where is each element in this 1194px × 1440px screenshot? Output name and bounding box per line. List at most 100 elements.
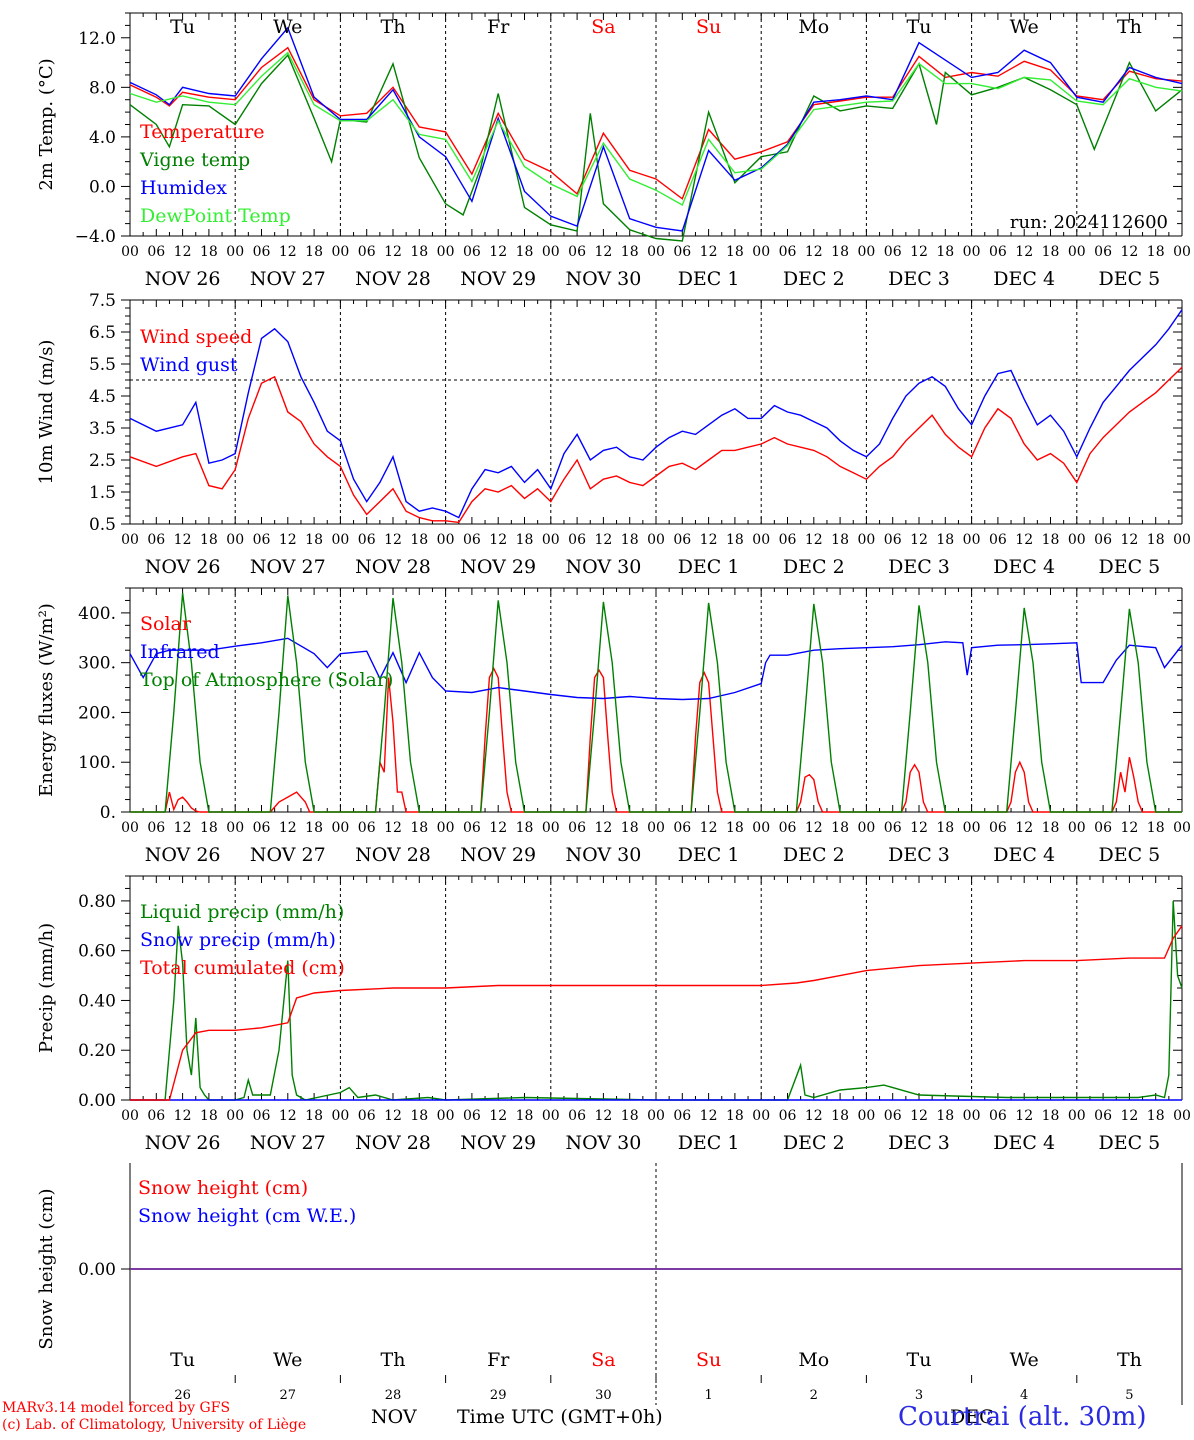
hour-tick-label: 18 xyxy=(1147,244,1165,260)
hour-tick-label: 00 xyxy=(437,1108,455,1124)
day-number-label: 29 xyxy=(490,1388,507,1403)
y-axis-label: Energy fluxes (W/m²) xyxy=(36,603,57,797)
y-tick-label: 1.5 xyxy=(89,483,116,503)
y-tick-label: 0.0 xyxy=(89,177,116,197)
day-label: NOV 29 xyxy=(460,268,536,290)
hour-tick-label: 06 xyxy=(1094,820,1112,836)
y-tick-label: 8.0 xyxy=(89,78,116,98)
hour-tick-label: 12 xyxy=(594,820,612,836)
hour-tick-label: 12 xyxy=(805,820,823,836)
hour-tick-label: 06 xyxy=(779,820,797,836)
legend-entry: Wind gust xyxy=(140,354,238,376)
day-label: DEC 4 xyxy=(993,1132,1055,1154)
hour-tick-label: 12 xyxy=(1015,244,1033,260)
hour-tick-label: 12 xyxy=(489,244,507,260)
day-number-label: 2 xyxy=(810,1388,818,1403)
day-number-label: 4 xyxy=(1020,1388,1028,1403)
hour-tick-label: 12 xyxy=(489,1108,507,1124)
hour-tick-label: 06 xyxy=(779,1108,797,1124)
hour-tick-label: 00 xyxy=(647,244,665,260)
month-label-dec: DEC xyxy=(950,1406,994,1428)
day-number-label: 5 xyxy=(1125,1388,1133,1403)
day-label: DEC 5 xyxy=(1099,268,1161,290)
weekday-label: We xyxy=(273,16,302,38)
day-label: DEC 4 xyxy=(993,556,1055,578)
hour-tick-label: 06 xyxy=(147,820,165,836)
hour-tick-label: 12 xyxy=(594,532,612,548)
hour-tick-label: 18 xyxy=(936,820,954,836)
hour-tick-label: 00 xyxy=(752,532,770,548)
day-label: DEC 2 xyxy=(783,268,845,290)
hour-tick-label: 18 xyxy=(1042,532,1060,548)
hour-tick-label: 06 xyxy=(358,532,376,548)
weekday-label: Th xyxy=(1117,1349,1142,1371)
y-tick-label: 5.5 xyxy=(89,355,116,375)
hour-tick-label: 18 xyxy=(936,244,954,260)
legend-entry: Vigne temp xyxy=(139,149,250,171)
legend-entry: Infrared xyxy=(140,641,220,663)
x-axis-label: Time UTC (GMT+0h) xyxy=(457,1406,663,1428)
panel-2: 0.5 1.5 2.5 3.5 4.5 5.5 6.5 7.5 10m Wind (m/s) Wi… xyxy=(36,291,1191,578)
legend-entry: Wind speed xyxy=(140,326,252,348)
day-label: NOV 28 xyxy=(355,268,431,290)
day-label: DEC 3 xyxy=(888,556,950,578)
day-label: DEC 1 xyxy=(678,1132,740,1154)
hour-tick-label: 12 xyxy=(174,1108,192,1124)
legend-entry: DewPoint Temp xyxy=(140,205,291,227)
hour-tick-label: 18 xyxy=(305,1108,323,1124)
hour-tick-label: 12 xyxy=(489,532,507,548)
hour-tick-label: 00 xyxy=(1068,244,1086,260)
hour-tick-label: 12 xyxy=(910,1108,928,1124)
hour-tick-label: 18 xyxy=(200,532,218,548)
legend-entry: Liquid precip (mm/h) xyxy=(140,901,344,923)
weekday-label: Th xyxy=(1117,16,1142,38)
day-label: DEC 5 xyxy=(1099,844,1161,866)
y-tick-label: 100. xyxy=(78,753,116,773)
hour-tick-label: 06 xyxy=(463,532,481,548)
hour-tick-label: 06 xyxy=(147,244,165,260)
hour-tick-label: 18 xyxy=(1147,1108,1165,1124)
hour-tick-label: 18 xyxy=(305,532,323,548)
hour-tick-label: 00 xyxy=(121,532,139,548)
hour-tick-label: 12 xyxy=(910,244,928,260)
hour-tick-label: 18 xyxy=(621,820,639,836)
weekday-label: Su xyxy=(696,1349,721,1371)
hour-tick-label: 00 xyxy=(1068,532,1086,548)
y-axis-label: Snow height (cm) xyxy=(36,1188,57,1349)
hour-tick-label: 18 xyxy=(621,244,639,260)
hour-tick-label: 06 xyxy=(463,1108,481,1124)
hour-tick-label: 06 xyxy=(147,532,165,548)
day-label: DEC 5 xyxy=(1099,1132,1161,1154)
weekday-label: Fr xyxy=(487,1349,510,1371)
series-line-1 xyxy=(129,46,1183,200)
hour-tick-label: 12 xyxy=(700,244,718,260)
hour-tick-label: 00 xyxy=(1173,532,1191,548)
hour-tick-label: 18 xyxy=(410,532,428,548)
legend-entry: Snow height (cm) xyxy=(138,1177,308,1199)
hour-tick-label: 06 xyxy=(779,244,797,260)
hour-tick-label: 18 xyxy=(1042,820,1060,836)
legend-entry: Temperature xyxy=(140,121,264,143)
legend-entry: Snow precip (mm/h) xyxy=(140,929,336,951)
hour-tick-label: 00 xyxy=(226,532,244,548)
y-tick-label: 0.80 xyxy=(78,892,116,912)
hour-tick-label: 00 xyxy=(121,820,139,836)
hour-tick-label: 12 xyxy=(910,532,928,548)
hour-tick-label: 00 xyxy=(1173,820,1191,836)
hour-tick-label: 00 xyxy=(331,532,349,548)
hour-tick-label: 00 xyxy=(752,244,770,260)
series-line-2 xyxy=(129,53,1183,242)
hour-tick-label: 18 xyxy=(621,1108,639,1124)
hour-tick-label: 06 xyxy=(779,532,797,548)
y-tick-label: 6.5 xyxy=(89,323,116,343)
y-tick-label: 0. xyxy=(100,803,116,823)
hour-tick-label: 12 xyxy=(489,820,507,836)
hour-tick-label: 12 xyxy=(279,532,297,548)
day-label: DEC 1 xyxy=(678,556,740,578)
weekday-label: Th xyxy=(381,16,406,38)
hour-tick-label: 00 xyxy=(1068,1108,1086,1124)
hour-tick-label: 18 xyxy=(936,1108,954,1124)
hour-tick-label: 18 xyxy=(305,820,323,836)
hour-tick-label: 00 xyxy=(963,532,981,548)
